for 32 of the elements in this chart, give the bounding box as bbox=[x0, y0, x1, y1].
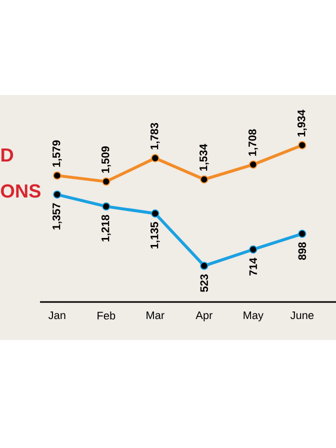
data-label: 1,534 bbox=[199, 144, 209, 171]
point bbox=[200, 262, 208, 270]
point bbox=[53, 171, 62, 180]
text: D bbox=[1, 148, 14, 162]
data-label: 1,509 bbox=[101, 146, 111, 173]
point bbox=[249, 245, 258, 254]
data-label: 1,357 bbox=[52, 203, 62, 230]
data-label: 1,783 bbox=[150, 122, 160, 150]
point bbox=[102, 177, 110, 186]
point bbox=[151, 209, 160, 218]
data-label: 1,579 bbox=[52, 140, 62, 167]
point bbox=[298, 141, 306, 150]
data-label: 898 bbox=[298, 242, 306, 260]
x-tick-label: Mar bbox=[146, 312, 164, 320]
point bbox=[298, 230, 306, 238]
annotation: ONS bbox=[0, 184, 40, 198]
x-tick-label: June bbox=[290, 312, 314, 320]
x-tick-label: May bbox=[244, 312, 264, 322]
point bbox=[102, 202, 110, 211]
point bbox=[151, 154, 160, 162]
data-label: 1,135 bbox=[150, 222, 160, 248]
data-label: 714 bbox=[249, 258, 257, 276]
data-label: 1,708 bbox=[248, 129, 258, 156]
x-tick-label: Apr bbox=[196, 312, 212, 322]
point bbox=[53, 190, 62, 199]
x-tick-label: Feb bbox=[98, 312, 116, 320]
data-label: 1,218 bbox=[101, 214, 111, 242]
point bbox=[200, 175, 208, 184]
data-label: 1,934 bbox=[297, 110, 307, 136]
point bbox=[249, 160, 258, 169]
data-label: 523 bbox=[200, 274, 208, 292]
x-tick-label: Jan bbox=[48, 312, 66, 320]
